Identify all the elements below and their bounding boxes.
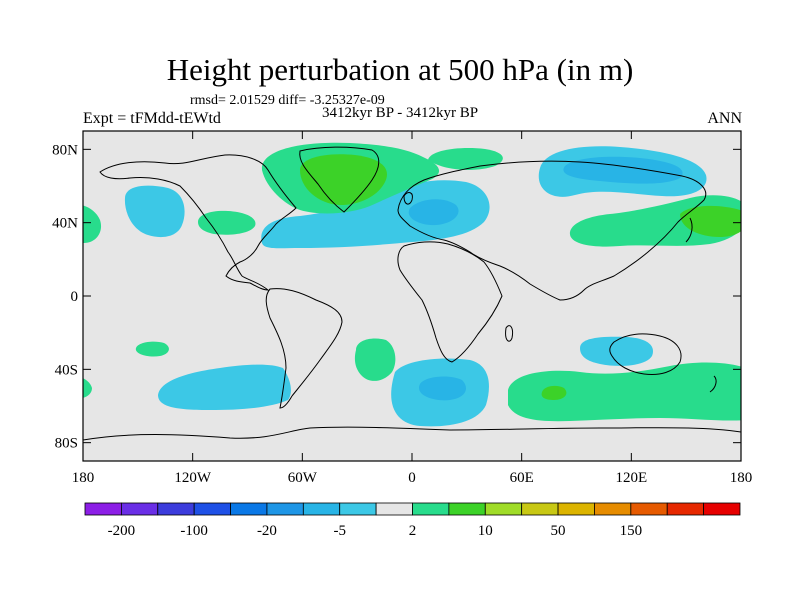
colorbar-label: 10 [478,523,493,539]
contour-atlantic-europe-negative [261,180,490,249]
colorbar-label: -100 [180,523,208,539]
contour-north-pacific-east-core-positive [680,205,741,237]
axis-ticks: 80N 40N 0 40S 80S 180 120W 60W 0 60E 120E 180 [52,131,752,486]
colorbar-box [157,502,195,516]
lat-tick-label: 40N [52,216,78,232]
stats-line: rmsd= 2.01529 diff= -3.25327e-09 [190,93,385,108]
colorbar-box [557,502,595,516]
contour-south-atlantic-core-negative [418,376,466,401]
coastline-north-america [99,154,297,291]
colorbar-box [375,502,413,516]
coastline-south-america [265,288,343,409]
colorbar-label: -5 [333,523,346,539]
contour-europe-core-negative [408,199,459,226]
colorbar-box [521,502,559,516]
lat-tick-label: 80N [52,142,78,158]
plot-title: Height perturbation at 500 hPa (in m) [166,52,634,87]
colorbar-box [266,502,304,516]
colorbar-box [484,502,523,516]
colorbar-label: 50 [551,523,566,539]
colorbar-box [230,502,268,516]
coastline-japan [685,217,693,243]
lat-tick-label: 80S [55,436,78,452]
lon-tick-label: 60W [288,470,318,486]
plot-subtitle: 3412kyr BP - 3412kyr BP [321,105,479,121]
contour-southwest-edge-positive [83,378,92,398]
contour-southern-ocean-core-positive [541,385,567,400]
contour-northwest-atlantic-positive [198,210,256,235]
colorbar-label: -200 [108,523,136,539]
contour-southern-ocean-positive [508,362,741,422]
coastlines [83,146,741,441]
coastline-antarctica [83,426,741,441]
lon-tick-label: 60E [510,470,534,486]
coastline-eurasia [397,160,707,301]
coastline-greenland [299,146,380,213]
contour-arctic-positive [428,148,503,170]
colorbar-box [703,502,741,516]
colorbar-label: 150 [620,523,643,539]
colorbar-box [594,502,632,516]
contour-south-atlantic-west-positive [354,338,396,381]
colorbar-box [120,502,159,516]
colorbar-box [193,502,231,516]
coastline-africa [397,241,503,363]
lat-tick-label: 40S [55,362,78,378]
season-label: ANN [707,110,742,127]
coastline-new-zealand [709,375,717,393]
coastline-australia [609,333,682,375]
colorbar-label: 2 [409,523,417,539]
colorbar-label: -20 [257,523,277,539]
lon-tick-label: 0 [408,470,416,486]
lat-tick-label: 0 [71,289,79,305]
lon-tick-label: 120E [615,470,647,486]
contour-greenland-core-positive [300,154,387,205]
colorbar-box [339,502,377,516]
contour-australia-negative [580,336,653,366]
colorbar-box [666,502,705,516]
contour-fills [83,142,741,427]
colorbar-box [448,502,486,516]
coastline-uk [403,192,413,205]
colorbar-box [302,502,341,516]
contour-west-edge-positive [83,205,101,243]
colorbar-box [630,502,668,516]
lon-tick-label: 180 [730,470,753,486]
colorbar-box [84,502,122,516]
experiment-label: Expt = tFMdd-tEWtd [83,110,221,127]
coastline-madagascar [505,325,513,342]
contour-north-pacific-negative [124,185,185,238]
colorbar-box [412,502,450,516]
contour-south-pacific-negative [158,364,291,410]
colorbar: -200 -100 -20 -5 2 10 50 150 [84,502,741,539]
lon-tick-label: 180 [72,470,95,486]
contour-tropical-pacific-positive [135,341,169,357]
lon-tick-label: 120W [174,470,212,486]
